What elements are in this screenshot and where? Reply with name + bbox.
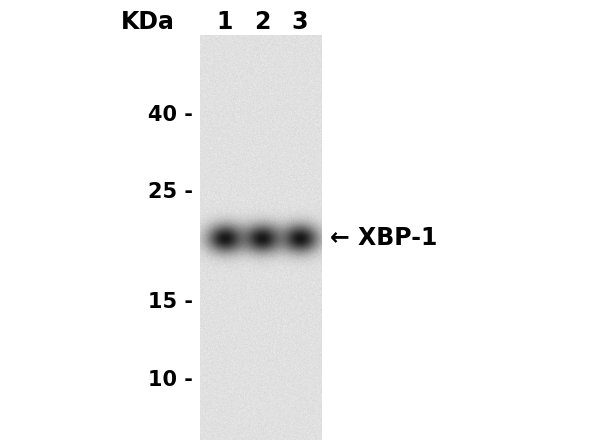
Text: 3: 3 (292, 10, 308, 34)
Text: ← XBP-1: ← XBP-1 (330, 226, 437, 250)
Text: KDa: KDa (121, 10, 175, 34)
Text: 10 -: 10 - (148, 370, 193, 390)
Text: 40 -: 40 - (148, 105, 193, 125)
Text: 15 -: 15 - (148, 292, 193, 312)
Text: 2: 2 (254, 10, 270, 34)
Text: 25 -: 25 - (148, 182, 193, 202)
Text: 1: 1 (217, 10, 233, 34)
